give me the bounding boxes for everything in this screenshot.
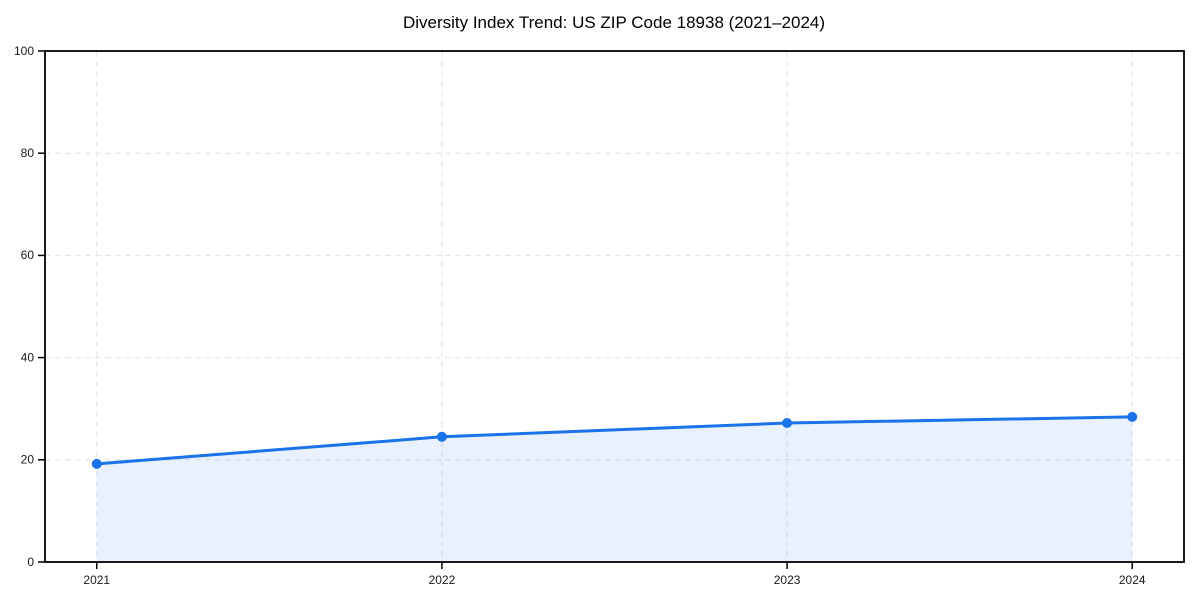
x-tick-label: 2021 <box>83 573 110 587</box>
y-tick-label: 0 <box>27 555 34 569</box>
data-point <box>782 418 793 429</box>
data-point <box>436 431 447 442</box>
y-tick-label: 100 <box>14 44 34 58</box>
area-fill <box>96 416 1133 562</box>
y-tick-label: 20 <box>21 453 35 467</box>
x-tick-label: 2023 <box>774 573 801 587</box>
y-tick-label: 80 <box>21 146 35 160</box>
plot-border <box>44 50 1185 563</box>
x-tick-label: 2022 <box>429 573 456 587</box>
trend-line <box>95 415 1134 466</box>
chart-title: Diversity Index Trend: US ZIP Code 18938… <box>402 13 826 32</box>
data-point <box>91 458 102 469</box>
data-point <box>1127 411 1138 422</box>
x-tick-label: 2024 <box>1119 573 1146 587</box>
y-tick-label: 60 <box>21 248 35 262</box>
y-tick-label: 40 <box>21 350 35 364</box>
